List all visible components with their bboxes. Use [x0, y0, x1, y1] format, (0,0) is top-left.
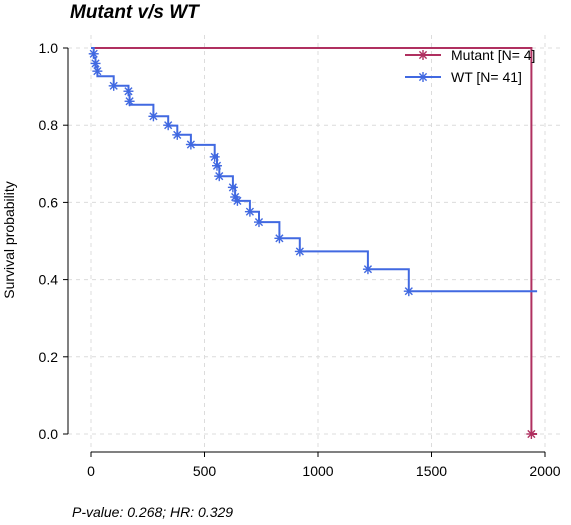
- x-tick-label-1: 500: [193, 463, 217, 479]
- censor-mark-1-9: [185, 139, 196, 150]
- p-value-footnote: P-value: 0.268; HR: 0.329: [72, 504, 234, 520]
- censor-mark-1-12: [214, 171, 225, 182]
- censor-mark-0-0: [526, 429, 537, 439]
- legend-marker-0: [418, 50, 428, 60]
- y-tick-label-0: 0.0: [39, 426, 59, 442]
- legend-label-1: WT [N= 41]: [451, 69, 522, 85]
- censor-mark-1-5: [124, 96, 135, 107]
- legend-marker-1: [418, 72, 428, 82]
- series-line-0: [91, 47, 538, 435]
- y-tick-label-3: 0.6: [39, 194, 59, 210]
- km-survival-chart: 0.0 0.2 0.4 0.6 0.8 1.0 0 500 1000 1500 2000 Mutan…: [1, 35, 561, 479]
- axes: 0.0 0.2 0.4 0.6 0.8 1.0 0 500 1000 1500 2000: [39, 40, 561, 479]
- censor-mark-1-21: [403, 286, 414, 297]
- x-tick-label-2: 1000: [302, 463, 333, 479]
- x-tick-label-4: 2000: [529, 463, 560, 479]
- y-tick-label-5: 1.0: [39, 40, 59, 56]
- y-tick-label-1: 0.2: [39, 349, 59, 365]
- legend-label-0: Mutant [N= 4]: [451, 47, 535, 63]
- series-layer: [88, 47, 538, 439]
- grid-lines: [68, 35, 560, 452]
- censor-mark-1-7: [163, 120, 174, 131]
- censor-mark-1-18: [274, 233, 285, 244]
- censor-mark-1-4: [123, 86, 134, 97]
- censor-mark-1-3: [108, 80, 119, 91]
- censor-mark-1-17: [253, 217, 264, 228]
- censor-mark-1-1: [90, 58, 101, 69]
- censor-mark-1-11: [211, 160, 222, 171]
- legend: Mutant [N= 4] WT [N= 41]: [405, 47, 535, 85]
- y-axis-label: Survival probability: [1, 181, 17, 299]
- x-tick-label-0: 0: [87, 463, 95, 479]
- censor-mark-1-6: [148, 111, 159, 122]
- censor-mark-1-20: [362, 264, 373, 275]
- censor-mark-1-0: [88, 48, 99, 59]
- censor-mark-1-19: [294, 246, 305, 257]
- y-tick-label-4: 0.8: [39, 117, 59, 133]
- y-tick-label-2: 0.4: [39, 272, 59, 288]
- x-tick-label-3: 1500: [416, 463, 447, 479]
- chart-title: Mutant v/s WT: [70, 2, 199, 23]
- censor-mark-1-16: [244, 206, 255, 217]
- censor-mark-1-13: [227, 182, 238, 193]
- censor-mark-1-8: [172, 129, 183, 140]
- censor-mark-1-2: [92, 66, 103, 77]
- censor-mark-1-10: [209, 151, 220, 162]
- censor-mark-1-15: [232, 195, 243, 206]
